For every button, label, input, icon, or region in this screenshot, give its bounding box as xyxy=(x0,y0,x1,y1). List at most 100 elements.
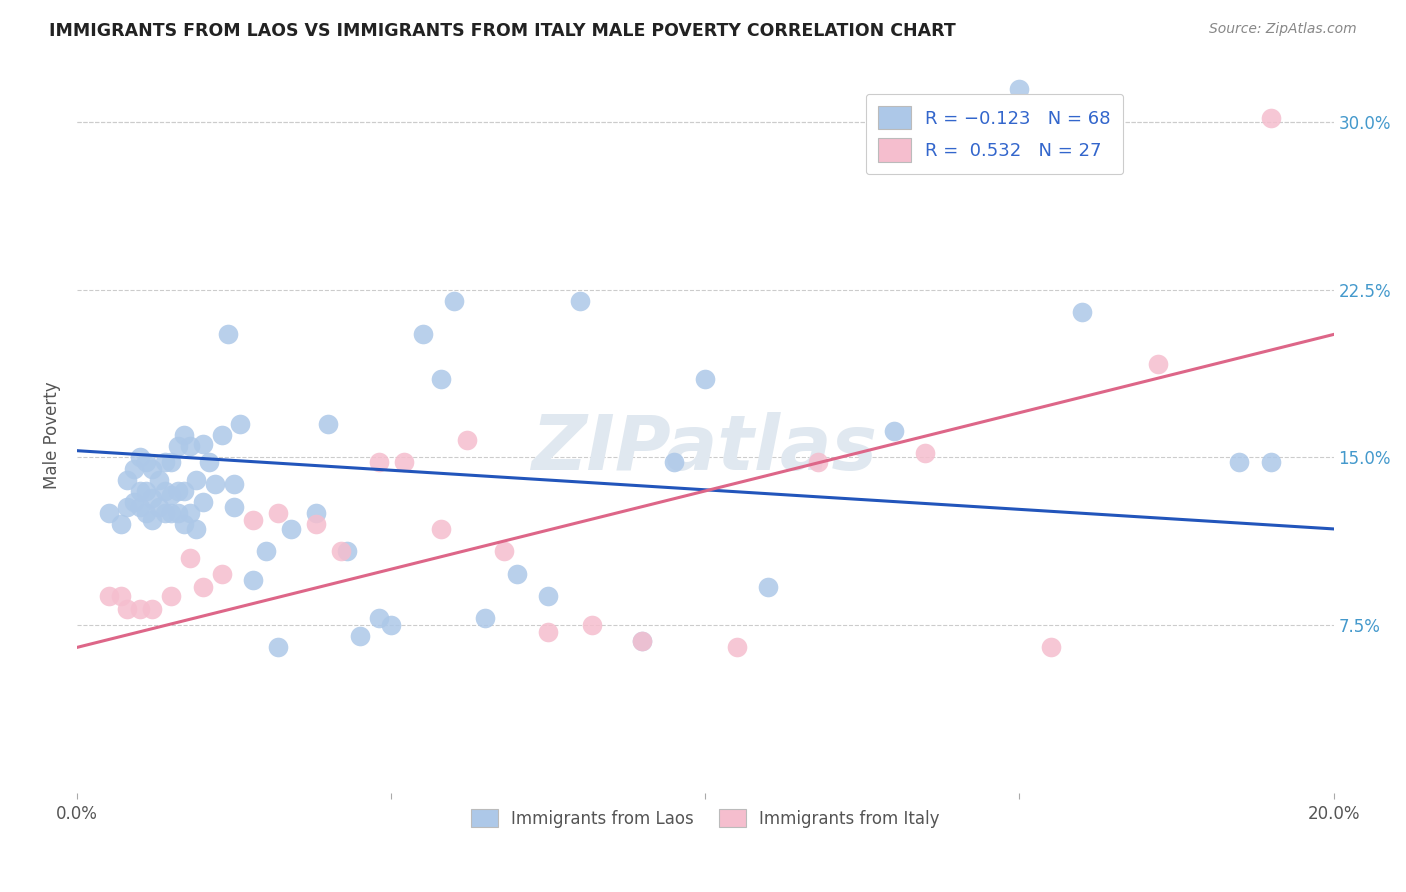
Point xyxy=(153,506,176,520)
Point xyxy=(914,446,936,460)
Point xyxy=(135,506,157,520)
Point xyxy=(160,506,183,520)
Point xyxy=(456,433,478,447)
Point xyxy=(198,455,221,469)
Point xyxy=(211,566,233,581)
Point xyxy=(179,439,201,453)
Point xyxy=(110,517,132,532)
Point xyxy=(631,633,654,648)
Point xyxy=(129,500,152,514)
Point xyxy=(224,500,246,514)
Point xyxy=(537,624,560,639)
Point xyxy=(1039,640,1062,655)
Point xyxy=(141,602,163,616)
Point xyxy=(1071,305,1094,319)
Point xyxy=(191,437,214,451)
Point xyxy=(160,455,183,469)
Point xyxy=(129,602,152,616)
Point xyxy=(305,517,328,532)
Point xyxy=(166,506,188,520)
Point xyxy=(110,589,132,603)
Point xyxy=(141,461,163,475)
Point xyxy=(443,293,465,308)
Point xyxy=(412,327,434,342)
Point xyxy=(242,513,264,527)
Point xyxy=(117,602,139,616)
Point xyxy=(430,522,453,536)
Point xyxy=(97,506,120,520)
Point xyxy=(160,589,183,603)
Point xyxy=(153,455,176,469)
Point xyxy=(186,522,208,536)
Point xyxy=(318,417,340,431)
Point xyxy=(148,500,170,514)
Text: IMMIGRANTS FROM LAOS VS IMMIGRANTS FROM ITALY MALE POVERTY CORRELATION CHART: IMMIGRANTS FROM LAOS VS IMMIGRANTS FROM … xyxy=(49,22,956,40)
Point xyxy=(1260,455,1282,469)
Point xyxy=(695,372,717,386)
Point xyxy=(280,522,302,536)
Point xyxy=(129,450,152,465)
Point xyxy=(153,483,176,498)
Point xyxy=(160,488,183,502)
Point xyxy=(392,455,415,469)
Point xyxy=(254,544,277,558)
Point xyxy=(166,483,188,498)
Point xyxy=(1227,455,1250,469)
Point xyxy=(148,473,170,487)
Point xyxy=(267,506,290,520)
Point xyxy=(173,483,195,498)
Point xyxy=(141,513,163,527)
Point xyxy=(166,439,188,453)
Point xyxy=(1260,111,1282,125)
Point xyxy=(217,327,239,342)
Point xyxy=(97,589,120,603)
Legend: Immigrants from Laos, Immigrants from Italy: Immigrants from Laos, Immigrants from It… xyxy=(464,803,946,834)
Point xyxy=(883,424,905,438)
Point xyxy=(129,483,152,498)
Point xyxy=(380,618,402,632)
Point xyxy=(329,544,352,558)
Point xyxy=(581,618,603,632)
Point xyxy=(229,417,252,431)
Point xyxy=(756,580,779,594)
Point xyxy=(141,491,163,505)
Point xyxy=(336,544,359,558)
Point xyxy=(179,551,201,566)
Point xyxy=(224,477,246,491)
Point xyxy=(117,473,139,487)
Point xyxy=(267,640,290,655)
Point xyxy=(367,611,389,625)
Point xyxy=(204,477,226,491)
Point xyxy=(349,629,371,643)
Point xyxy=(173,517,195,532)
Point xyxy=(631,633,654,648)
Point xyxy=(1008,81,1031,95)
Point xyxy=(662,455,685,469)
Point xyxy=(186,473,208,487)
Point xyxy=(506,566,529,581)
Point xyxy=(117,500,139,514)
Point xyxy=(474,611,496,625)
Point xyxy=(191,580,214,594)
Y-axis label: Male Poverty: Male Poverty xyxy=(44,381,60,489)
Point xyxy=(725,640,748,655)
Point xyxy=(242,574,264,588)
Point xyxy=(191,495,214,509)
Point xyxy=(122,461,145,475)
Point xyxy=(179,506,201,520)
Point xyxy=(430,372,453,386)
Point xyxy=(211,428,233,442)
Text: ZIPatlas: ZIPatlas xyxy=(533,412,879,486)
Point xyxy=(367,455,389,469)
Point xyxy=(807,455,830,469)
Point xyxy=(135,455,157,469)
Point xyxy=(122,495,145,509)
Point xyxy=(135,483,157,498)
Point xyxy=(568,293,591,308)
Point xyxy=(494,544,516,558)
Point xyxy=(537,589,560,603)
Point xyxy=(173,428,195,442)
Point xyxy=(1146,357,1168,371)
Text: Source: ZipAtlas.com: Source: ZipAtlas.com xyxy=(1209,22,1357,37)
Point xyxy=(305,506,328,520)
